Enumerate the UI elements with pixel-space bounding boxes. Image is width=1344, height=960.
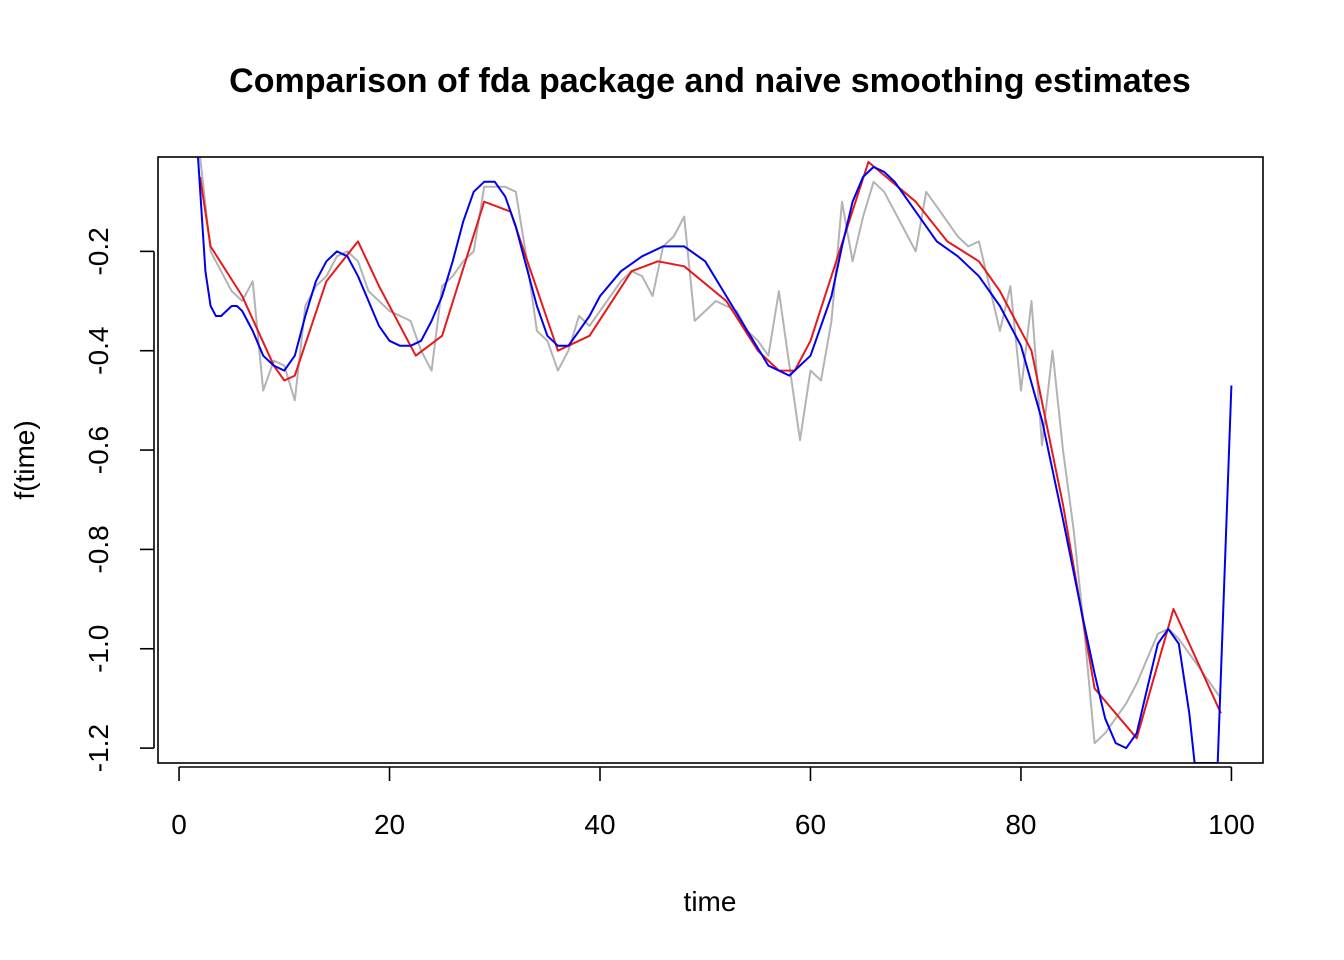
series-naive-line (199, 161, 1222, 740)
plot-frame (157, 156, 1264, 764)
x-tick-label: 60 (795, 809, 826, 840)
series-raw-line (199, 157, 1222, 745)
x-axis-label: time (684, 886, 737, 917)
y-axis-label: f(time) (9, 420, 40, 499)
y-tick-label: -0.2 (83, 227, 114, 275)
x-axis: 0 20 40 60 80 100 (171, 766, 1255, 840)
y-axis: -1.2 -1.0 -0.8 -0.6 -0.4 -0.2 (83, 227, 155, 772)
y-tick-label: -0.4 (83, 327, 114, 375)
x-tick-label: 40 (584, 809, 615, 840)
chart-title: Comparison of fda package and naive smoo… (229, 62, 1191, 100)
series-fda-line (197, 157, 1233, 763)
plot-lines (197, 157, 1233, 763)
y-tick-label: -1.0 (83, 625, 114, 673)
x-tick-label: 80 (1005, 809, 1036, 840)
x-tick-label: 20 (374, 809, 405, 840)
x-tick-label: 0 (171, 809, 187, 840)
x-tick-label: 100 (1208, 809, 1255, 840)
y-tick-label: -1.2 (83, 724, 114, 772)
y-tick-label: -0.8 (83, 525, 114, 573)
y-tick-label: -0.6 (83, 426, 114, 474)
